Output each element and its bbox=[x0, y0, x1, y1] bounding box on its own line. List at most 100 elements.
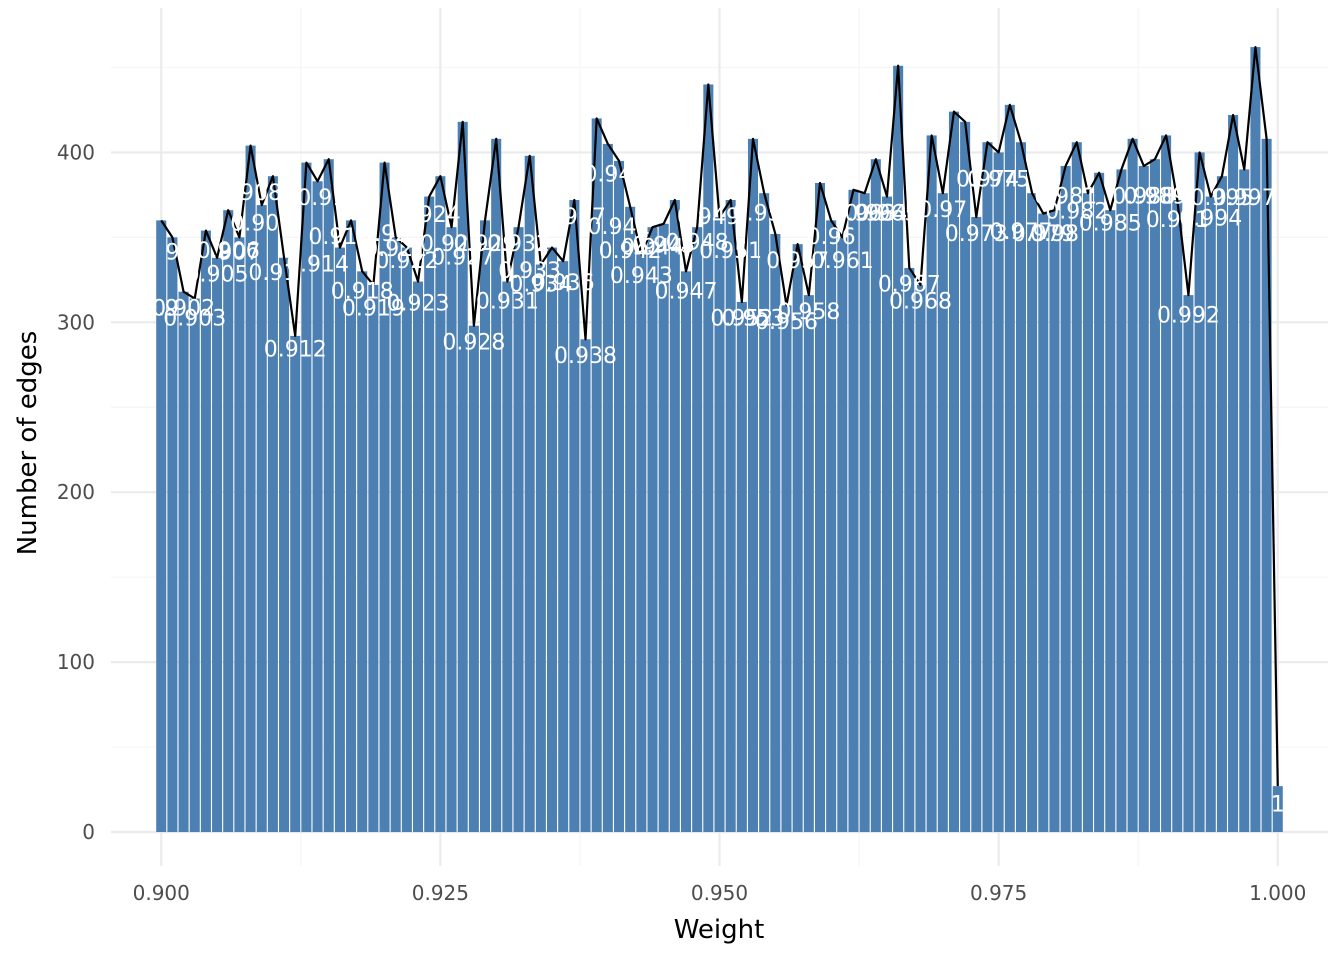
histogram-bar bbox=[524, 155, 535, 833]
histogram-bar bbox=[234, 237, 245, 833]
histogram-bar bbox=[602, 143, 613, 833]
bar-value-label: 0.933 bbox=[498, 259, 561, 284]
bar-value-label: 0.948 bbox=[666, 230, 729, 255]
histogram-bar bbox=[1161, 135, 1172, 833]
histogram-bar bbox=[513, 227, 524, 833]
bar-value-label: 0.979 bbox=[1012, 222, 1075, 247]
histogram-bar bbox=[1116, 169, 1127, 833]
histogram-bar bbox=[826, 220, 837, 833]
histogram-bar bbox=[468, 325, 479, 833]
histogram-bar bbox=[1060, 166, 1071, 833]
histogram-bar bbox=[692, 227, 703, 833]
histogram-bar bbox=[859, 193, 870, 833]
y-tick-label: 100 bbox=[57, 650, 95, 674]
bar-value-label: 0.97 bbox=[918, 198, 967, 223]
bar-value-label: 0.952 bbox=[710, 307, 773, 332]
histogram-bar bbox=[212, 257, 223, 833]
histogram-bar bbox=[435, 176, 446, 833]
histogram-bar bbox=[982, 142, 993, 833]
histogram-bar bbox=[904, 267, 915, 833]
count-line bbox=[160, 45, 1279, 787]
histogram-bar bbox=[167, 237, 178, 833]
histogram-bar bbox=[937, 193, 948, 833]
histogram-bar bbox=[837, 237, 848, 833]
bar-value-label: 0.941 bbox=[588, 215, 651, 240]
bar-value-label: 0.953 bbox=[722, 307, 785, 332]
histogram-bar bbox=[960, 121, 971, 833]
histogram-bar bbox=[893, 65, 904, 833]
histogram-bar bbox=[357, 271, 368, 833]
histogram-bar bbox=[993, 152, 1004, 833]
bar-value-label: 0.944 bbox=[621, 235, 684, 260]
histogram-bar bbox=[569, 199, 580, 833]
bar-value-label: 0.903 bbox=[163, 307, 226, 332]
histogram-bar bbox=[1105, 210, 1116, 833]
y-axis-title: Number of edges bbox=[13, 331, 43, 556]
histogram-bar bbox=[647, 227, 658, 833]
x-tick-label: 0.975 bbox=[970, 881, 1027, 905]
histogram-bar bbox=[948, 111, 959, 833]
histogram-bar bbox=[189, 298, 200, 833]
histogram-bar bbox=[669, 199, 680, 833]
bar-value-label: 0.989 bbox=[1123, 184, 1186, 209]
histogram-bar bbox=[770, 233, 781, 833]
x-tick-label: 0.900 bbox=[133, 881, 190, 905]
histogram-bar bbox=[792, 244, 803, 833]
histogram-bar bbox=[1272, 786, 1283, 833]
bar-value-label: 0.928 bbox=[442, 331, 505, 356]
bar-value-label: 0.943 bbox=[610, 264, 673, 289]
y-tick-label: 0 bbox=[82, 820, 95, 844]
histogram-bar bbox=[178, 291, 189, 833]
histogram-bar bbox=[1038, 213, 1049, 833]
histogram-bar bbox=[1094, 172, 1105, 833]
bar-value-label: 0.954 bbox=[733, 201, 796, 226]
histogram-bar bbox=[1194, 152, 1205, 833]
histogram-bar bbox=[480, 220, 491, 833]
bar-value-label: 0.94 bbox=[583, 162, 632, 187]
histogram-bar bbox=[1239, 169, 1250, 833]
histogram-bar bbox=[870, 159, 881, 833]
histogram-bar bbox=[200, 230, 211, 833]
bar-value-label: 0.932 bbox=[487, 232, 550, 257]
bar-value-label: 0.91 bbox=[248, 261, 297, 286]
bar-value-label: 0.906 bbox=[197, 239, 260, 264]
histogram-bar bbox=[1071, 142, 1082, 833]
bar-value-label: 0.991 bbox=[1146, 208, 1209, 233]
bar-value-label: 0.988 bbox=[1112, 184, 1175, 209]
bar-value-label: 0.912 bbox=[264, 337, 327, 362]
x-tick-label: 0.925 bbox=[412, 881, 469, 905]
x-tick-label: 1.000 bbox=[1249, 881, 1306, 905]
bar-value-label: 0.981 bbox=[1034, 184, 1097, 209]
bar-value-label: 0.96 bbox=[807, 225, 856, 250]
bar-value-label: 0.997 bbox=[1213, 186, 1276, 211]
bar-value-label: 0.975 bbox=[967, 167, 1030, 192]
bar-value-label: 0.92 bbox=[360, 222, 409, 247]
bar-value-label: 0.958 bbox=[777, 300, 840, 325]
bar-value-label: 0.995 bbox=[1190, 186, 1253, 211]
x-axis-title: Weight bbox=[674, 915, 765, 945]
bar-value-label: 0.967 bbox=[878, 273, 941, 298]
bar-value-label: 0.923 bbox=[387, 291, 450, 316]
histogram-bar bbox=[323, 159, 334, 833]
bar-value-label: 0.929 bbox=[454, 232, 517, 257]
histogram-bar bbox=[424, 196, 435, 833]
histogram-bar bbox=[390, 237, 401, 833]
bar-value-label: 0.964 bbox=[844, 201, 907, 226]
bar-value-label: 0.974 bbox=[956, 167, 1019, 192]
histogram-bar bbox=[1082, 193, 1093, 833]
histogram-bar bbox=[1261, 138, 1272, 833]
bar-value-label: 0.945 bbox=[632, 234, 695, 259]
bar-value-label: 0.977 bbox=[989, 220, 1052, 245]
histogram-bar bbox=[558, 261, 569, 833]
bar-value-label: 1 bbox=[1271, 793, 1285, 818]
bar-value-label: 0.909 bbox=[230, 212, 293, 237]
bar-value-label: 0.963 bbox=[833, 201, 896, 226]
bar-value-label: 0.951 bbox=[699, 239, 762, 264]
histogram-bar bbox=[781, 305, 792, 833]
histogram-bar bbox=[290, 335, 301, 833]
histogram-bar bbox=[725, 199, 736, 833]
bar-value-label: 0.934 bbox=[509, 273, 572, 298]
bar-value-label: 0.905 bbox=[186, 263, 249, 288]
bar-value-label: 0.949 bbox=[677, 205, 740, 230]
histogram-bar bbox=[881, 196, 893, 833]
